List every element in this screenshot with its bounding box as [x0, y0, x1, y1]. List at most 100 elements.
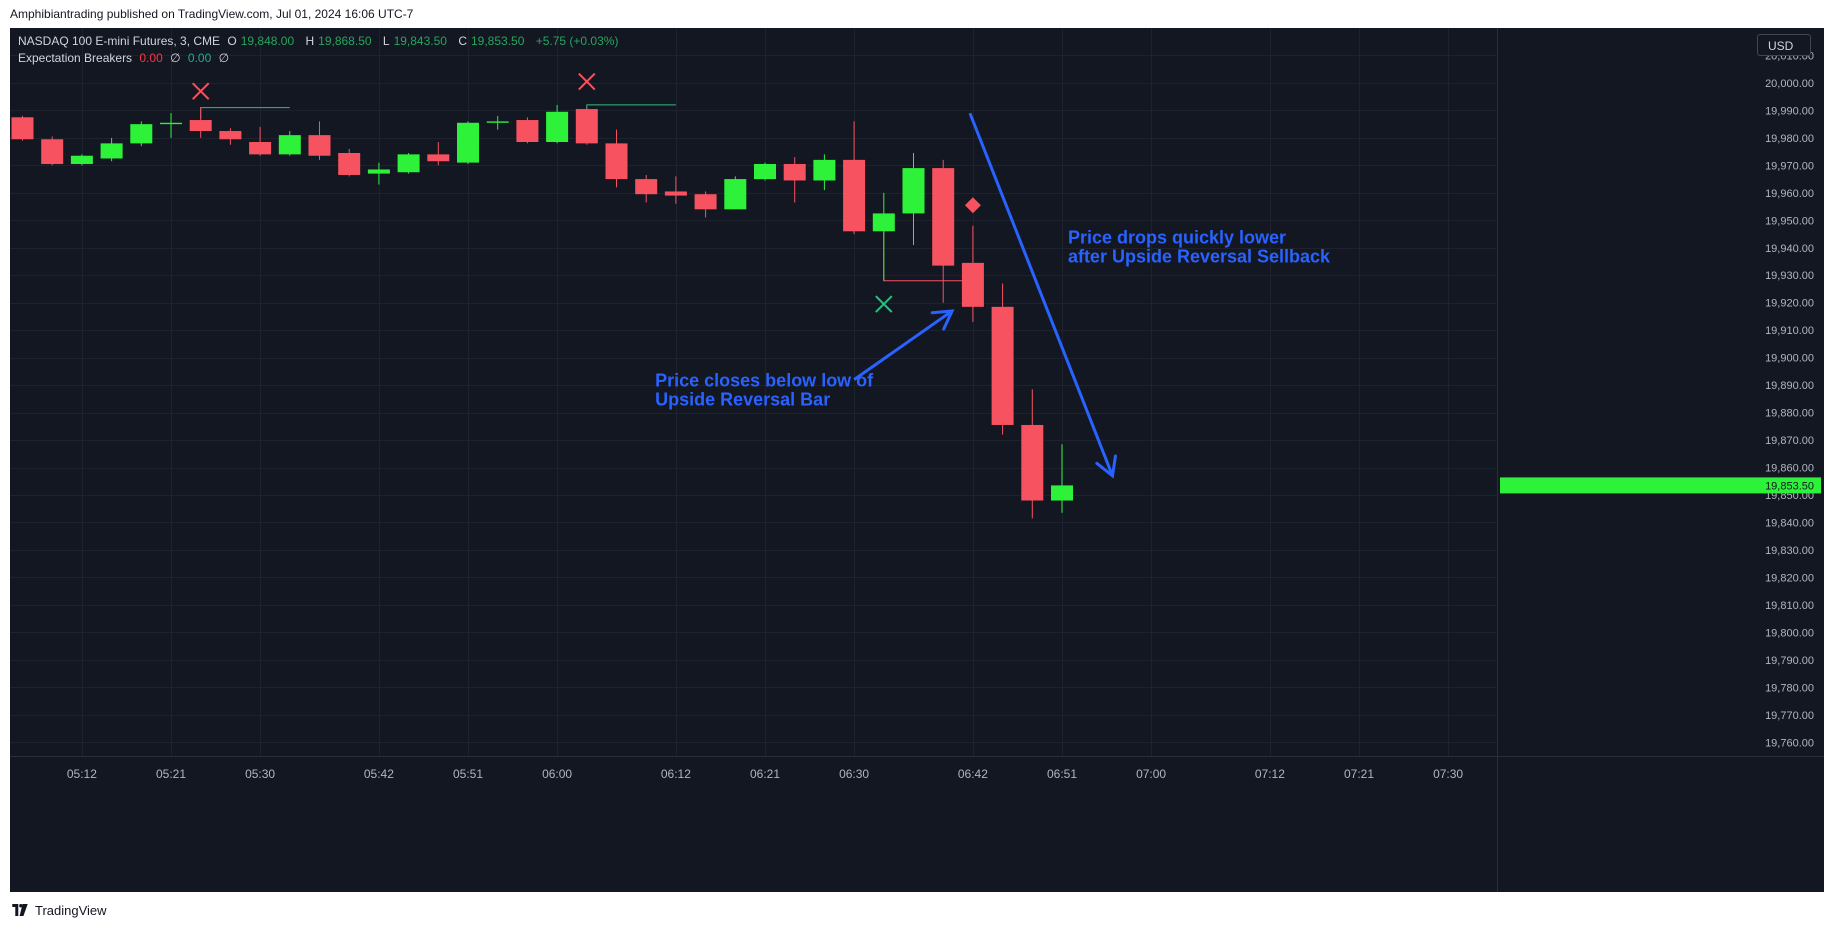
candle — [1021, 389, 1044, 519]
candle — [575, 107, 598, 145]
price-tick-label: 19,780.00 — [1765, 682, 1814, 694]
footer: TradingView — [10, 899, 107, 921]
candle — [516, 117, 539, 144]
open-label: O — [227, 34, 237, 48]
time-tick-label: 05:21 — [156, 767, 186, 781]
green-cross-marker — [875, 295, 893, 313]
last-price-label: 19,853.50 — [1765, 480, 1814, 492]
open-value: 19,848.00 — [240, 34, 295, 48]
candle-body — [338, 152, 361, 175]
price-tick-label: 19,820.00 — [1765, 572, 1814, 584]
candle-body — [41, 139, 64, 164]
candle-body — [367, 169, 390, 174]
footer-brand[interactable]: TradingView — [35, 902, 107, 918]
red-cross-marker — [578, 72, 596, 91]
arrow-shaft — [968, 112, 1114, 477]
candle-body — [813, 159, 836, 181]
candle — [932, 159, 955, 303]
cross-stroke — [191, 82, 210, 100]
candle — [724, 176, 747, 210]
candle — [635, 174, 658, 203]
arrow-shaft — [853, 309, 953, 381]
candle-body — [100, 143, 123, 159]
high-value: 19,868.50 — [318, 34, 372, 48]
arrow-head — [930, 309, 955, 331]
price-tick-label: 19,770.00 — [1765, 710, 1814, 722]
price-tick-label: 19,860.00 — [1765, 463, 1814, 475]
candle-body — [1051, 485, 1073, 501]
last-price-bg — [1500, 477, 1821, 494]
grid-lines — [10, 28, 1497, 756]
candle-body — [546, 111, 569, 143]
indicator-symbol-2: ∅ — [218, 51, 230, 65]
price-tick-label: 19,890.00 — [1765, 380, 1814, 392]
price-tick-label: 19,840.00 — [1765, 517, 1814, 529]
annotation-line: Price closes below low of — [655, 371, 874, 391]
candle — [397, 152, 420, 174]
candle-body — [724, 179, 747, 210]
candle — [100, 137, 123, 162]
candle-body — [872, 213, 895, 232]
price-tick-label: 19,970.00 — [1765, 160, 1814, 172]
symbol-title[interactable]: NASDAQ 100 E-mini Futures, 3, CME — [18, 34, 221, 48]
candle-body — [635, 179, 658, 195]
candle — [427, 142, 450, 166]
candle — [605, 129, 628, 188]
indicator-symbol-1: ∅ — [170, 51, 181, 65]
price-tick-label: 19,880.00 — [1765, 408, 1814, 420]
candle-body — [457, 122, 479, 163]
indicator-legend-row: Expectation Breakers 0.00 ∅ 0.00 ∅ — [18, 50, 622, 67]
candle — [1051, 444, 1073, 513]
candle-body — [991, 306, 1014, 425]
candle — [902, 152, 925, 246]
candle-body — [130, 124, 153, 144]
candle — [457, 121, 479, 164]
candle — [189, 107, 212, 138]
candle-body — [427, 154, 450, 162]
candle-body — [575, 109, 598, 144]
red-cross-marker — [191, 82, 210, 100]
level-line — [586, 104, 676, 111]
annotation-text: Price drops quickly lower after Upside Re… — [1068, 228, 1331, 267]
price-tick-label: 19,790.00 — [1765, 655, 1814, 667]
price-tick-label: 19,990.00 — [1765, 105, 1814, 117]
currency-button[interactable]: USD — [1757, 34, 1811, 56]
candle-body — [694, 194, 717, 210]
candle-body — [1021, 424, 1044, 501]
cross-stroke — [578, 72, 596, 91]
ohlc-low: L 19,843.50 — [383, 34, 451, 48]
time-tick-label: 05:42 — [364, 767, 394, 781]
price-tick-label: 19,800.00 — [1765, 627, 1814, 639]
tradingview-logo-icon — [12, 904, 28, 916]
annotation-text: Price closes below low of Upside Reversal… — [655, 371, 874, 410]
candle — [41, 136, 64, 166]
candle-body — [754, 163, 776, 180]
price-tick-label: 19,830.00 — [1765, 545, 1814, 557]
annotation-line: after Upside Reversal Sellback — [1068, 247, 1331, 267]
indicator-title[interactable]: Expectation Breakers — [18, 51, 133, 65]
ohlc-high: H 19,868.50 — [305, 34, 375, 48]
candle-body — [219, 131, 242, 140]
close-value: 19,853.50 — [470, 34, 525, 48]
published-bar: Amphibiantrading published on TradingVie… — [0, 0, 1835, 28]
low-value: 19,843.50 — [393, 34, 447, 48]
candle — [754, 162, 776, 181]
time-tick-label: 06:12 — [661, 767, 691, 781]
candle — [991, 283, 1014, 435]
candle — [160, 113, 182, 138]
high-label: H — [305, 34, 315, 48]
candle — [249, 126, 272, 156]
candle-body — [961, 262, 984, 307]
candlestick-chart[interactable]: 20,010.0020,000.0019,990.0019,980.0019,9… — [10, 28, 1824, 892]
candle-body — [605, 143, 628, 180]
candle — [783, 157, 806, 203]
close-label: C — [458, 34, 467, 48]
time-tick-label: 07:00 — [1136, 767, 1166, 781]
chart-legend: NASDAQ 100 E-mini Futures, 3, CME O 19,84… — [18, 33, 622, 67]
chart-area[interactable]: 20,010.0020,000.0019,990.0019,980.0019,9… — [10, 28, 1824, 892]
candle-body — [664, 191, 687, 196]
annotation-arrow — [968, 112, 1117, 479]
diamond-marker — [964, 197, 981, 214]
price-tick-label: 19,960.00 — [1765, 188, 1814, 200]
candle — [278, 131, 301, 156]
